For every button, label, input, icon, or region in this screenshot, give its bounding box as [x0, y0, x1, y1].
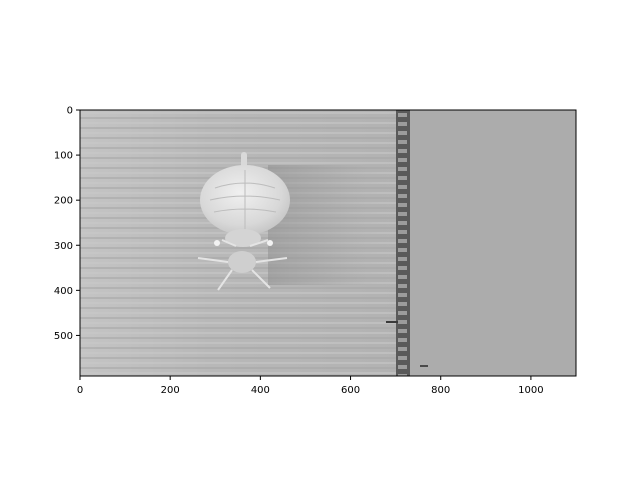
seam-notch — [398, 329, 407, 333]
x-tick-label: 400 — [251, 385, 270, 396]
seam-notch — [398, 311, 407, 315]
stripe — [80, 157, 396, 159]
stripe — [80, 322, 396, 324]
stripe — [80, 357, 396, 359]
stripe — [80, 367, 396, 369]
y-tick-label: 100 — [54, 151, 73, 162]
seam-notch — [398, 140, 407, 144]
seam-notch — [398, 320, 407, 324]
stripe — [80, 362, 396, 364]
y-tick-label: 300 — [54, 241, 73, 252]
seam-notch — [398, 257, 407, 261]
seam-notch — [398, 176, 407, 180]
y-tick-label: 500 — [54, 331, 73, 342]
seam-notch — [398, 275, 407, 279]
specimen-spot-right — [267, 240, 273, 246]
stripe — [80, 112, 396, 114]
plot-frame — [79, 109, 577, 377]
stripe — [80, 147, 396, 149]
stripe — [80, 117, 396, 119]
stripe — [80, 327, 396, 329]
specimen-body-texture — [209, 170, 281, 232]
stripe — [80, 312, 396, 314]
seam-notch — [398, 185, 407, 189]
seam-notch — [398, 194, 407, 198]
stripe — [80, 247, 396, 249]
seam-notch — [398, 356, 407, 360]
stripe — [80, 287, 396, 289]
seam-notch — [398, 230, 407, 234]
stripe — [80, 272, 396, 274]
y-tick-label: 400 — [54, 286, 73, 297]
x-tick-label: 800 — [431, 385, 450, 396]
seam-notch — [398, 149, 407, 153]
seam-notch — [398, 239, 407, 243]
stripe — [80, 332, 396, 334]
mite-specimen — [197, 152, 290, 291]
y-axis: 0 100 200 300 400 500 — [54, 106, 80, 342]
seam-notch — [398, 167, 407, 171]
seam-notch — [398, 293, 407, 297]
stripe — [80, 297, 396, 299]
y-tick-label: 200 — [54, 196, 73, 207]
seam-notch — [398, 284, 407, 288]
seam-notch — [398, 302, 407, 306]
stripe — [80, 307, 396, 309]
x-tick-label: 1000 — [518, 385, 543, 396]
stripe — [80, 127, 396, 129]
stripe — [80, 282, 396, 284]
seam-notch — [398, 338, 407, 342]
bottom-artifact — [420, 365, 428, 367]
seam-notch — [398, 113, 407, 117]
x-tick-label: 200 — [161, 385, 180, 396]
stripe — [80, 342, 396, 344]
x-tick-label: 600 — [341, 385, 360, 396]
seam-notch — [398, 212, 407, 216]
image-right-flat-region — [410, 110, 576, 376]
seam-notch — [398, 374, 407, 376]
stripe — [80, 347, 396, 349]
seam-notch — [398, 266, 407, 270]
stripe — [80, 137, 396, 139]
seam-notch — [398, 221, 407, 225]
plot-area — [80, 110, 576, 376]
stripe — [80, 372, 396, 374]
stripe — [80, 277, 396, 279]
seam-notch — [398, 131, 407, 135]
stripe — [80, 132, 396, 134]
seam-notch — [398, 365, 407, 369]
x-tick-label: 0 — [77, 385, 83, 396]
specimen-segment-upper — [225, 229, 261, 247]
specimen-legs — [197, 239, 288, 291]
stripe — [80, 317, 396, 319]
stripe — [80, 302, 396, 304]
seam-artifact — [386, 321, 398, 323]
y-tick-label: 0 — [67, 106, 73, 117]
seam-notch — [398, 203, 407, 207]
seam-notch — [398, 122, 407, 126]
specimen-segment-lower — [228, 251, 256, 273]
stripe — [80, 162, 396, 164]
specimen-shadow — [268, 165, 393, 285]
x-axis: 0 200 400 600 800 1000 — [77, 376, 544, 396]
stripe — [80, 292, 396, 294]
seam-notch — [398, 158, 407, 162]
stripe — [80, 152, 396, 154]
stripe — [80, 142, 396, 144]
specimen-spot-left — [214, 240, 220, 246]
seam-notches — [398, 113, 407, 376]
seam-notch — [398, 347, 407, 351]
stripe — [80, 337, 396, 339]
stripe — [80, 352, 396, 354]
stripe — [80, 122, 396, 124]
seam-notch — [398, 248, 407, 252]
